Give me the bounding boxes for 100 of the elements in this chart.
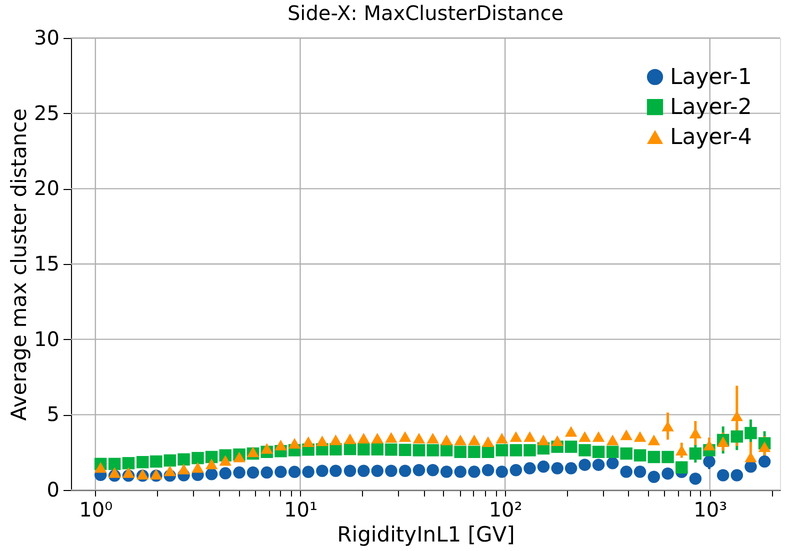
point (302, 436, 314, 447)
point (122, 467, 135, 478)
point (358, 432, 370, 444)
point (606, 457, 619, 470)
x-tick-label: 10⁰ (79, 498, 113, 522)
point (205, 458, 218, 470)
point (330, 464, 342, 477)
point (316, 436, 328, 446)
point (592, 431, 605, 442)
point (468, 434, 480, 446)
point (412, 432, 426, 444)
point (316, 464, 328, 477)
point (440, 466, 453, 478)
y-tick-label: 30 (34, 26, 60, 50)
point (233, 452, 246, 462)
point (482, 464, 494, 476)
point (468, 466, 480, 478)
point (233, 466, 246, 479)
point (662, 450, 674, 464)
point (136, 468, 149, 480)
point (164, 454, 176, 467)
point (178, 453, 190, 466)
point (371, 464, 384, 477)
point (385, 464, 398, 477)
point (192, 462, 204, 473)
point (454, 466, 466, 478)
point (592, 458, 605, 471)
point (496, 444, 508, 456)
point (662, 467, 674, 480)
point (246, 466, 260, 479)
point (564, 440, 578, 453)
point (730, 410, 744, 422)
x-tick-label: 10³ (694, 498, 728, 522)
point (758, 441, 771, 452)
y-tick-label: 10 (34, 326, 60, 351)
point (634, 449, 646, 462)
y-axis-title: Average max cluster distance (7, 108, 32, 421)
x-tick-label: 10² (488, 498, 522, 522)
point (537, 460, 550, 473)
point (578, 458, 591, 471)
point (564, 426, 578, 437)
point (606, 446, 619, 458)
point (426, 432, 439, 444)
point (344, 433, 356, 444)
point (634, 466, 646, 478)
point (716, 436, 730, 447)
point (524, 431, 536, 442)
point (676, 461, 688, 474)
legend-label: Layer-1 (670, 65, 752, 90)
point (620, 430, 632, 440)
point (164, 466, 176, 476)
point (192, 452, 204, 464)
point (371, 432, 384, 444)
point (274, 440, 287, 450)
point (122, 457, 135, 470)
point (219, 467, 232, 480)
chart-title: Side-X: MaxClusterDistance (287, 1, 564, 25)
point (344, 464, 356, 477)
point (648, 470, 660, 484)
point (205, 468, 218, 480)
point (358, 464, 370, 477)
point (385, 443, 398, 456)
point (94, 462, 107, 473)
point (524, 444, 536, 456)
point (564, 462, 578, 474)
point (592, 446, 605, 458)
point (606, 434, 619, 446)
point (150, 455, 162, 468)
point (537, 434, 550, 446)
point (634, 431, 646, 442)
point (510, 464, 522, 476)
point (689, 447, 702, 460)
point (648, 450, 660, 464)
point (412, 444, 426, 456)
point (496, 466, 508, 478)
y-tick-label: 20 (34, 176, 60, 200)
point (412, 464, 426, 476)
point (496, 432, 508, 444)
point (136, 456, 149, 468)
point (426, 464, 439, 476)
y-tick-label: 15 (34, 252, 60, 276)
point (482, 436, 494, 447)
point (398, 431, 412, 442)
point (385, 432, 398, 443)
point (744, 426, 757, 440)
point (730, 469, 744, 482)
point (551, 435, 564, 446)
point (620, 466, 632, 478)
point (108, 467, 121, 478)
point (398, 464, 412, 477)
legend-label: Layer-2 (670, 95, 752, 120)
point (758, 455, 771, 468)
point (689, 472, 702, 485)
point (150, 468, 162, 480)
point (454, 434, 466, 446)
y-tick-label: 25 (34, 100, 60, 125)
point (620, 447, 632, 460)
x-axis-title: RigidityInL1 [GV] (337, 522, 515, 546)
point (178, 464, 190, 474)
point (302, 466, 314, 478)
